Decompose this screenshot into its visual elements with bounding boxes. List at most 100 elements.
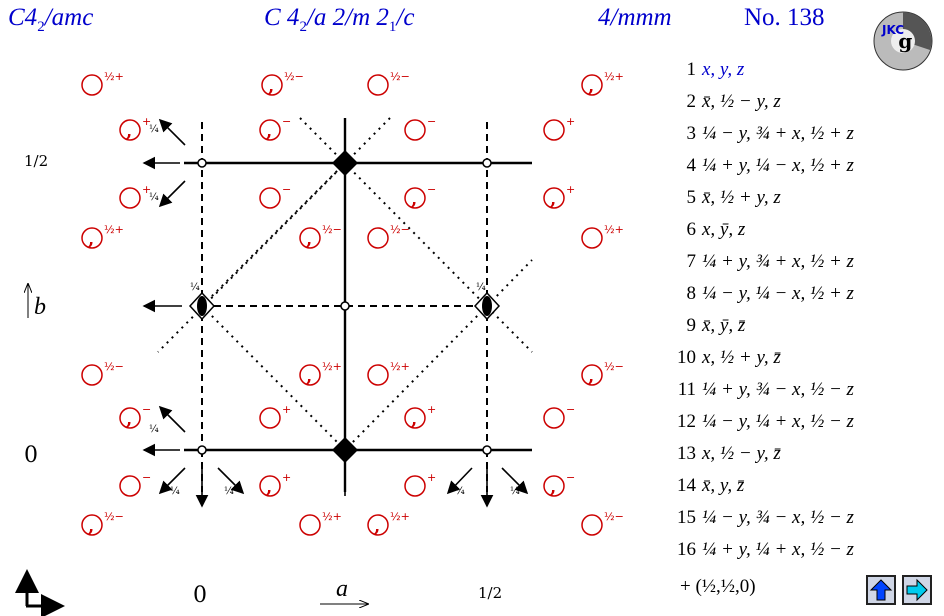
position-circle: ½+ [367, 360, 410, 386]
next-button[interactable] [902, 575, 932, 605]
height-label: ½− [284, 70, 304, 83]
enantiomorph-comma-icon: , [411, 409, 417, 430]
height-label: + [427, 403, 436, 416]
enantiomorph-comma-icon: , [268, 76, 274, 97]
glide-planes [201, 122, 488, 492]
height-label: ½+ [390, 510, 410, 523]
height-label: + [566, 183, 575, 196]
svg-text:¼: ¼ [149, 124, 159, 135]
svg-text:¼: ¼ [190, 282, 200, 293]
position-circle: ½+ [81, 70, 124, 96]
height-label: + [282, 471, 291, 484]
a-axis-label: a [336, 576, 348, 602]
x-zero-label: 0 [193, 583, 207, 608]
operation-13: 13 x, ½ − y, z̄ [677, 443, 781, 464]
height-label: − [427, 183, 436, 196]
enantiomorph-comma-icon: , [88, 229, 94, 250]
position-circle: , + [259, 471, 291, 498]
position-circle: ½− [367, 223, 410, 249]
height-label: + [142, 183, 151, 196]
diamond-symbol-left [188, 291, 216, 321]
enantiomorph-comma-icon: , [374, 516, 380, 537]
position-circle: − [404, 115, 436, 141]
position-circle: ½+ [299, 510, 342, 536]
height-label: − [282, 115, 291, 128]
up-button[interactable] [866, 575, 896, 605]
height-label: + [142, 115, 151, 128]
position-circle: + [259, 403, 291, 429]
y-zero-label: 0 [24, 443, 38, 468]
enantiomorph-comma-icon: , [588, 76, 594, 97]
height-label: − [566, 403, 575, 416]
enantiomorph-comma-icon: , [306, 366, 312, 387]
position-circle: − [259, 183, 291, 209]
enantiomorph-comma-icon: , [550, 189, 556, 210]
height-label: ½+ [322, 360, 342, 373]
height-label: ½− [604, 510, 624, 523]
height-label: + [566, 115, 575, 128]
height-label: + [282, 403, 291, 416]
operation-9: 9 x̄, ȳ, z̄ [686, 315, 746, 336]
svg-text:¼: ¼ [170, 486, 180, 497]
position-circle: ½+ [581, 223, 624, 249]
position-circle: , + [543, 183, 575, 210]
position-circle: , − [119, 403, 151, 430]
height-label: ½+ [390, 360, 410, 373]
position-circle: , ½− [81, 510, 124, 537]
enantiomorph-comma-icon: , [550, 477, 556, 498]
position-circle: , ½+ [81, 223, 124, 250]
height-label: − [142, 403, 151, 416]
operation-16: 16 ¼ + y, ¼ + x, ½ − z [677, 539, 854, 560]
enantiomorph-comma-icon: , [126, 409, 132, 430]
operation-6: 6 x, ȳ, z [686, 219, 746, 240]
height-label: ½+ [604, 223, 624, 236]
position-circle: − [119, 471, 151, 497]
fourfold-axes [188, 150, 501, 463]
svg-text:¼: ¼ [149, 192, 159, 203]
point-group: 4/mmm [598, 4, 672, 31]
diamond-symbol-right [473, 291, 501, 321]
right-arrow-icon [906, 578, 928, 602]
enantiomorph-comma-icon: , [306, 229, 312, 250]
position-circle: ½− [367, 70, 410, 96]
quarter-labels: ¼ ¼ ¼ ¼ ¼ ¼ ¼ ¼ ¼ [149, 124, 520, 497]
short-symbol: C42/amc [8, 4, 94, 35]
height-label: ½− [604, 360, 624, 373]
operation-15: 15 ¼ − y, ¾ − x, ½ − z [677, 507, 854, 528]
svg-text:¼: ¼ [455, 486, 465, 497]
up-arrow-icon [869, 579, 893, 601]
height-label: ½+ [604, 70, 624, 83]
enantiomorph-comma-icon: , [126, 121, 132, 142]
position-circle: − [543, 403, 575, 429]
b-axis-label: b [34, 294, 46, 320]
height-label: ½− [390, 70, 410, 83]
twofold-arrows [142, 118, 529, 508]
position-circle: , ½− [261, 70, 304, 97]
general-positions: ½+, ½− ½−, ½+, +, − − ++ −, −, +, ½+, ½− ½− ½+½−, ½+ ½+,… [81, 70, 624, 537]
height-label: ½− [104, 510, 124, 523]
height-label: ½− [390, 223, 410, 236]
operation-11: 11 ¼ + y, ¾ − x, ½ − z [677, 379, 854, 400]
height-label: + [427, 471, 436, 484]
space-group-number: No. 138 [744, 4, 825, 31]
position-circle: , + [119, 115, 151, 142]
operation-5: 5 x̄, ½ + y, z [686, 187, 781, 208]
origin-axes-icon [14, 569, 65, 616]
position-circle: ½− [81, 360, 124, 386]
operation-1[interactable]: 1 x, y, z [686, 59, 745, 80]
position-circle: + [404, 471, 436, 497]
svg-text:¼: ¼ [224, 486, 234, 497]
operation-10: 10 x, ½ + y, z̄ [677, 347, 781, 368]
enantiomorph-comma-icon: , [88, 516, 94, 537]
svg-text:¼: ¼ [510, 486, 520, 497]
jkc-logo-icon[interactable]: ց JKC [872, 10, 934, 72]
inversion-centres [197, 158, 492, 455]
height-label: ½− [104, 360, 124, 373]
operation-12: 12 ¼ − y, ¼ + x, ½ − z [677, 411, 854, 432]
position-circle: , + [404, 403, 436, 430]
position-circle: , ½− [299, 223, 342, 250]
